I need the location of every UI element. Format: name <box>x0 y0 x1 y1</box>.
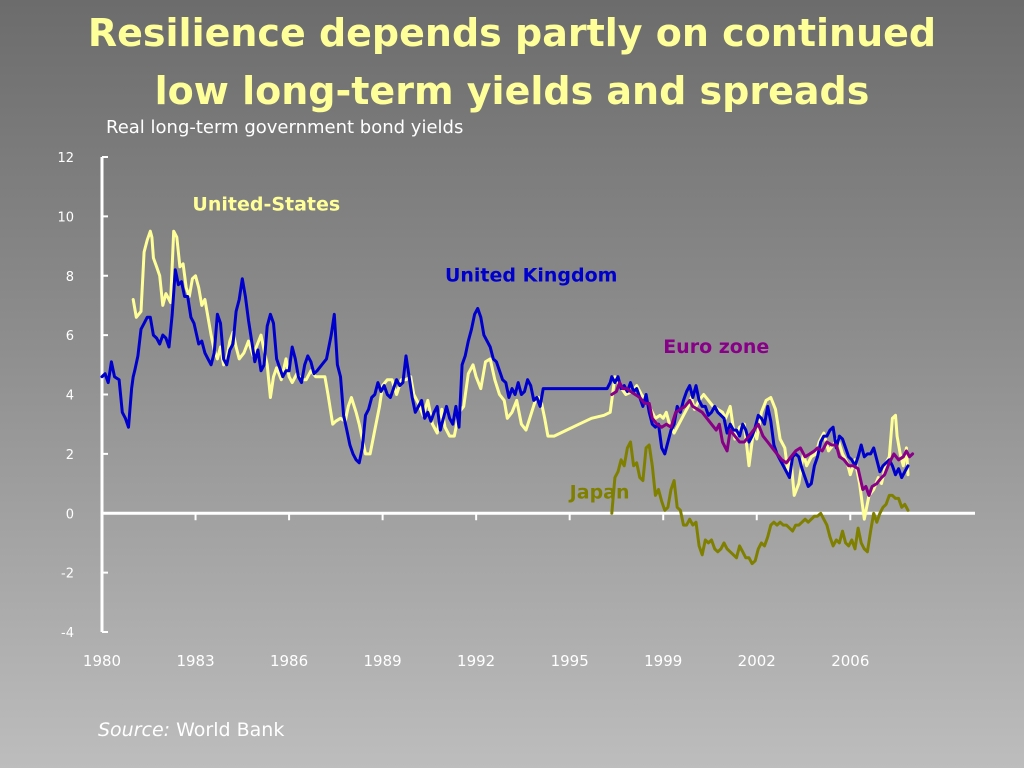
chart-axes: -4 -2 0 2 4 6 8 10 12 1980 1983 1986 1989 1992 1995 199… <box>57 151 975 670</box>
series-line-united-states <box>131 229 910 521</box>
y-tick-label: 12 <box>57 151 74 166</box>
slide-title-line-1: Resilience depends partly on continued <box>87 11 937 55</box>
x-tick-label: 1989 <box>364 652 402 670</box>
x-tick-label: 2006 <box>831 652 869 670</box>
chart-series-group <box>100 229 915 566</box>
y-tick-label: -2 <box>61 567 74 582</box>
x-tick-label: 2002 <box>738 652 776 670</box>
chart-title: Real long-term government bond yields <box>106 117 464 138</box>
slide-title-line-2: low long-term yields and spreads <box>154 69 870 113</box>
series-label-united-kingdom: United Kingdom <box>445 265 617 287</box>
y-tick-label: 10 <box>57 210 74 225</box>
chart-series-labels: United-States United Kingdom Euro zone Japa… <box>192 193 769 503</box>
y-tick-label: 0 <box>66 507 74 522</box>
x-tick-label: 1986 <box>270 652 308 670</box>
series-line-united-kingdom <box>100 268 910 488</box>
x-tick-label: 1995 <box>551 652 589 670</box>
source-note: Source: World Bank <box>98 719 284 741</box>
slide-title: Resilience depends partly on continued l… <box>0 4 1024 120</box>
source-text: World Bank <box>176 719 285 741</box>
y-tick-label: 8 <box>66 270 74 285</box>
series-label-united-states: United-States <box>192 193 340 215</box>
x-tick-label: 1992 <box>457 652 495 670</box>
y-tick-label: 2 <box>66 448 74 463</box>
x-tick-label: 1999 <box>644 652 682 670</box>
series-label-japan: Japan <box>568 481 630 503</box>
y-tick-label: 4 <box>66 389 74 404</box>
x-tick-label: 1983 <box>176 652 214 670</box>
y-tick-label: -4 <box>61 626 74 641</box>
series-line-japan <box>610 440 910 566</box>
series-line-euro-zone <box>610 381 915 497</box>
series-label-euro-zone: Euro zone <box>663 336 769 358</box>
source-label: Source: <box>98 719 171 741</box>
y-tick-label: 6 <box>66 329 74 344</box>
x-tick-label: 1980 <box>83 652 121 670</box>
